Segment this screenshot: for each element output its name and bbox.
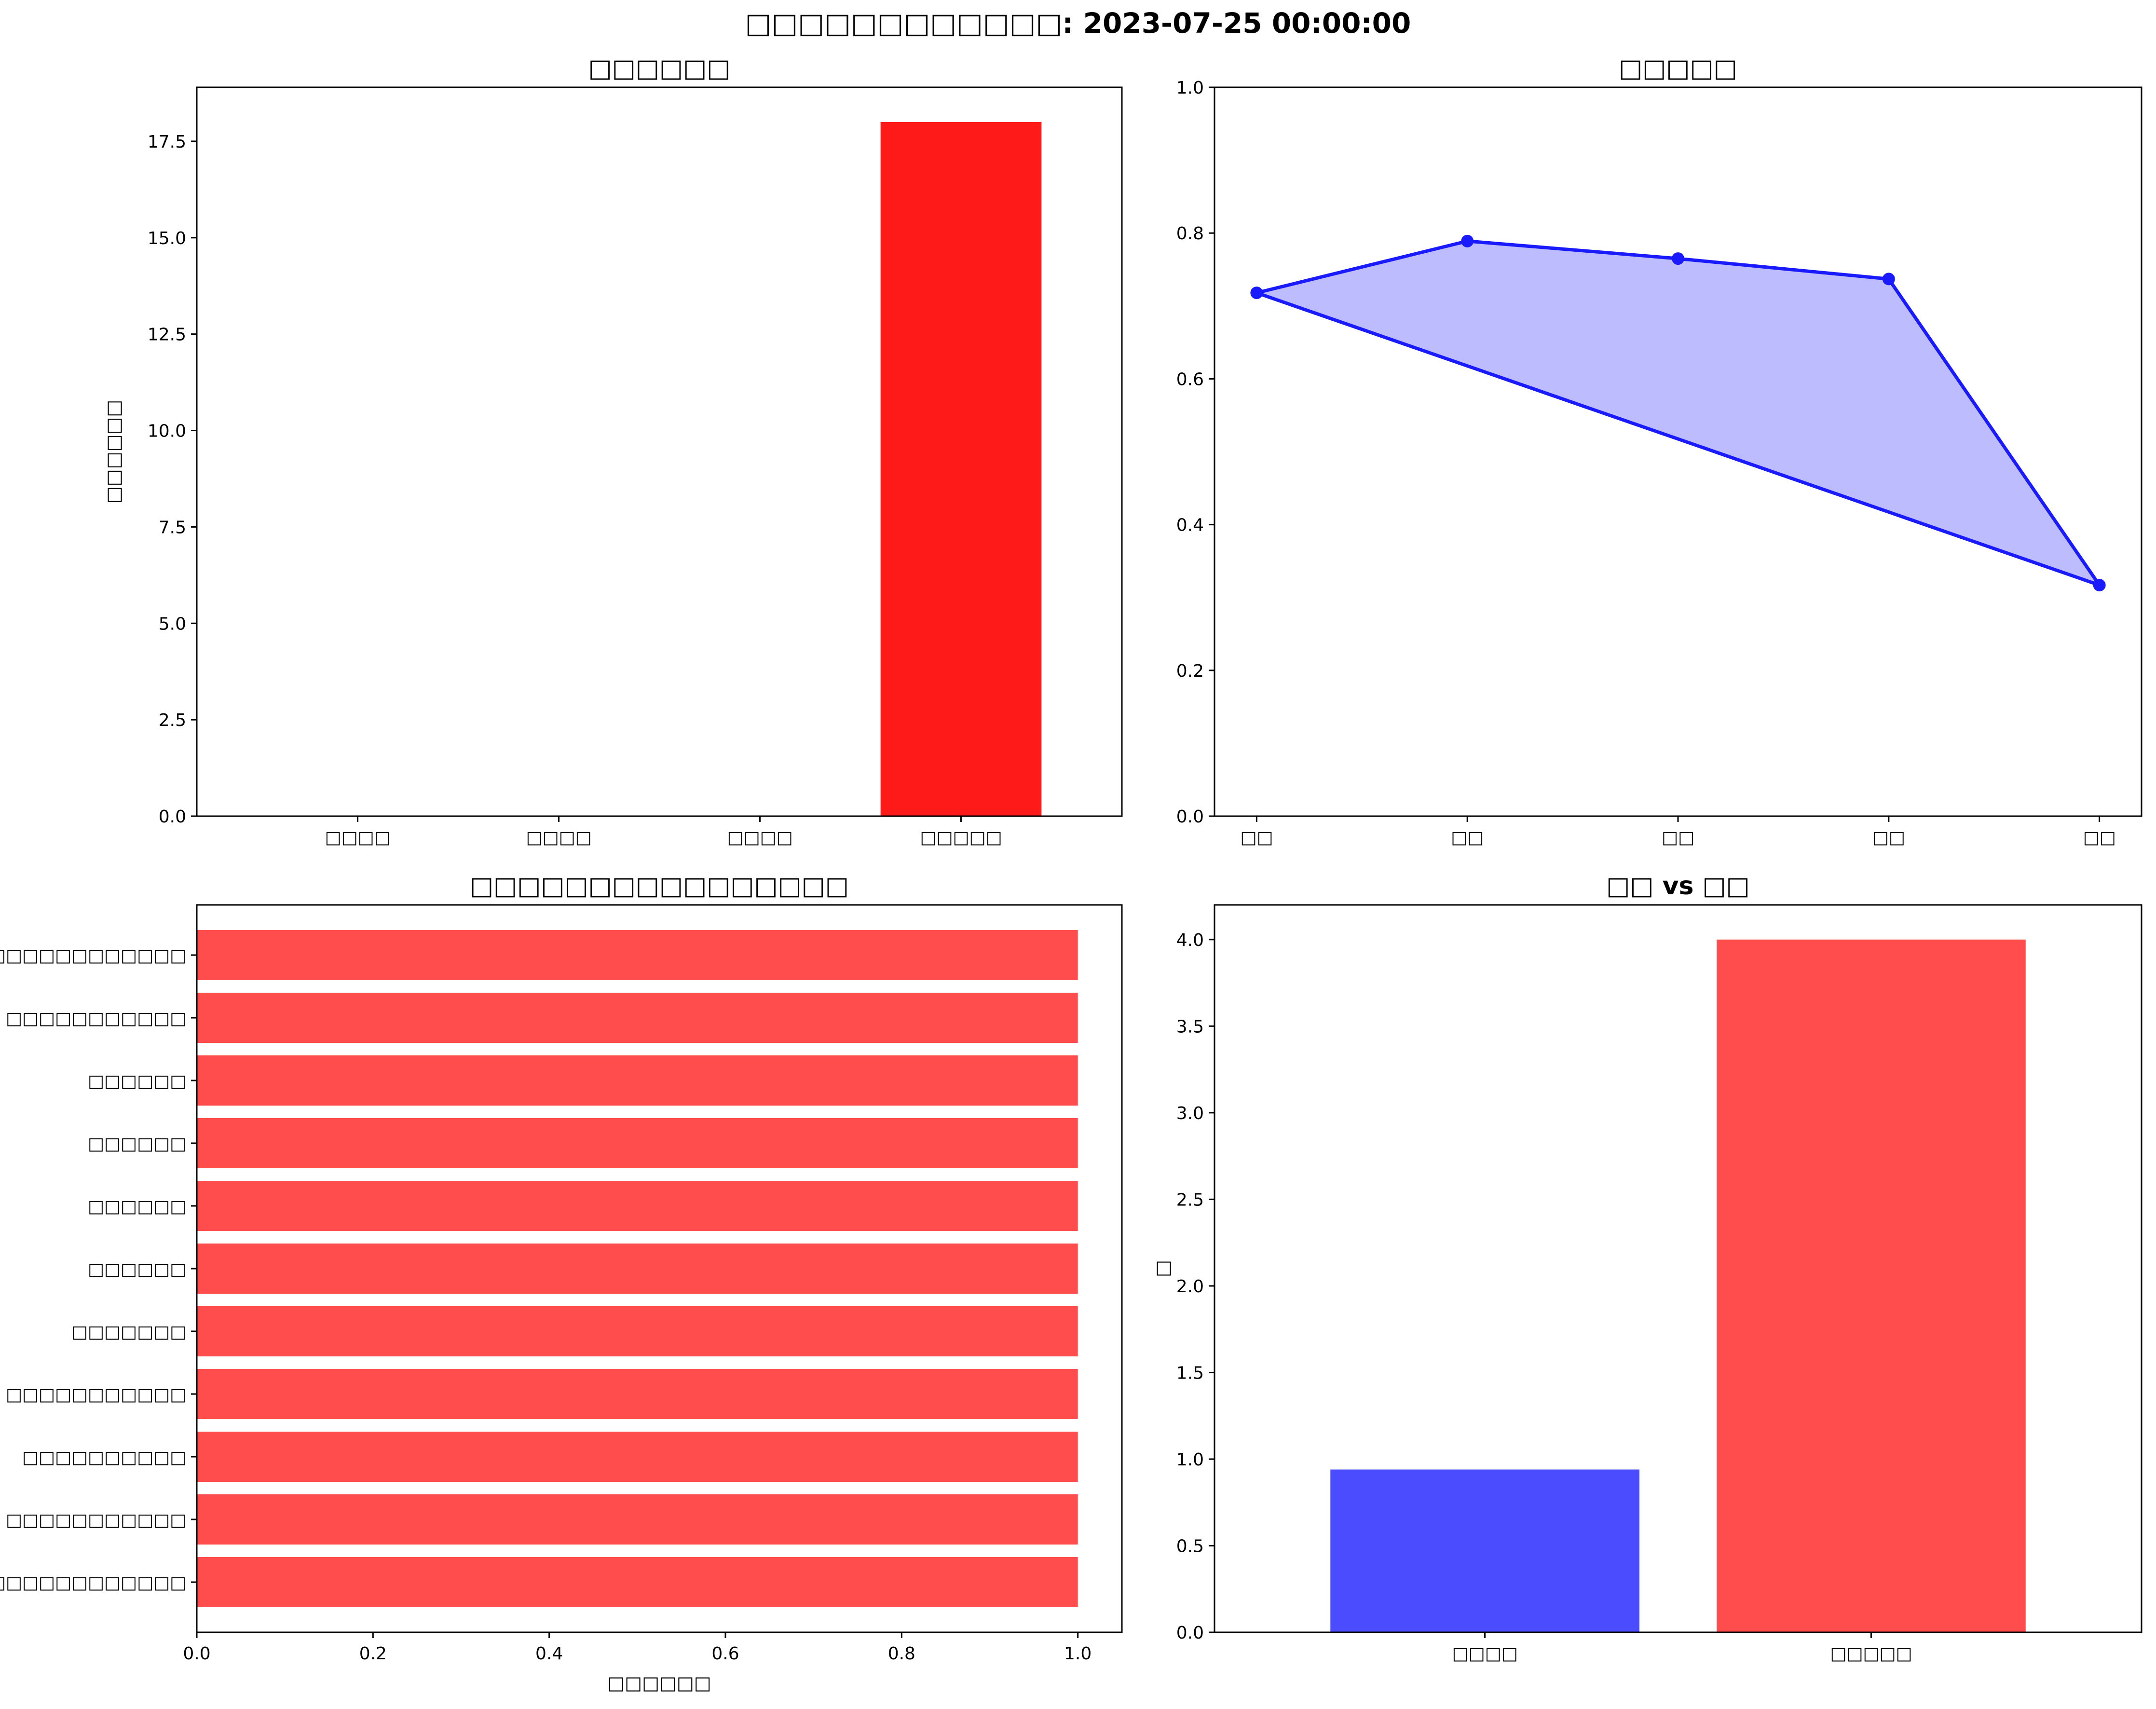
y-tick-label-3-7: 3.5: [1176, 1017, 1204, 1037]
y-tick-label-1-1: 0.2: [1176, 661, 1204, 681]
y-tick-label-3-1: 0.5: [1176, 1536, 1204, 1556]
axes-frame-0: [196, 86, 1123, 817]
hbar-2-4: [197, 1306, 1078, 1356]
area-fill-1: [1256, 241, 2100, 586]
y-tick-label-0-5: 12.5: [148, 325, 186, 345]
x-tick-label-2-4: 0.8: [888, 1644, 915, 1664]
x-tick-label-1-2: □□: [1662, 828, 1694, 848]
x-tick-label-1-0: □□: [1240, 828, 1273, 848]
data-point-1-4: [2093, 579, 2106, 592]
y-tick-label-3-4: 2.0: [1176, 1277, 1204, 1297]
y-tick-label-1-3: 0.6: [1176, 369, 1204, 389]
y-tick-label-3-0: 0.0: [1176, 1623, 1204, 1643]
y-tick-label-0-7: 17.5: [148, 132, 186, 152]
hbar-2-6: [197, 1181, 1078, 1231]
hbar-2-0: [197, 1557, 1078, 1607]
y-tick-label-1-5: 1.0: [1176, 78, 1204, 98]
y-tick-label-3-2: 1.0: [1176, 1450, 1204, 1470]
y-tick-label-2-3: □□□□□□□□□□□: [6, 1385, 186, 1405]
y-tick-label-3-6: 3.0: [1176, 1104, 1204, 1123]
x-tick-label-0-3: □□□□□: [920, 828, 1002, 848]
hbar-2-10: [197, 930, 1078, 980]
hbar-2-9: [197, 993, 1078, 1043]
y-tick-label-0-6: 15.0: [148, 229, 186, 248]
y-tick-label-0-2: 5.0: [159, 614, 186, 634]
y-tick-label-3-3: 1.5: [1176, 1363, 1204, 1383]
hbar-2-7: [197, 1118, 1078, 1168]
x-tick-label-0-2: □□□□: [727, 828, 792, 848]
x-tick-label-2-0: 0.0: [183, 1644, 210, 1664]
bar-3-1: [1717, 939, 2026, 1632]
y-tick-label-1-2: 0.4: [1176, 516, 1204, 535]
x-tick-label-1-1: □□: [1451, 828, 1484, 848]
chart-title-3: □□ vs □□: [1606, 872, 1750, 901]
y-tick-label-0-0: 0.0: [159, 807, 186, 827]
axes-frame-2: [196, 904, 1123, 1633]
figure-title: □□□□□□□□□□□□: 2023-07-25 00:00:00: [745, 7, 1411, 40]
hbar-2-8: [197, 1055, 1078, 1106]
x-tick-label-3-0: □□□□: [1452, 1644, 1518, 1664]
data-point-1-0: [1250, 287, 1263, 300]
x-tick-label-2-5: 1.0: [1064, 1644, 1092, 1664]
y-tick-label-2-5: □□□□□□: [88, 1259, 186, 1279]
x-tick-label-2-2: 0.4: [535, 1644, 563, 1664]
y-axis-label-0: □□□□□□: [103, 400, 124, 504]
y-tick-label-3-8: 4.0: [1176, 930, 1204, 950]
y-tick-label-0-3: 7.5: [159, 518, 186, 537]
bar-3-0: [1330, 1469, 1639, 1632]
x-tick-label-2-3: 0.6: [711, 1644, 739, 1664]
y-tick-label-1-0: 0.0: [1176, 807, 1204, 827]
x-tick-label-0-0: □□□□: [325, 828, 391, 848]
data-point-1-2: [1672, 252, 1684, 265]
chart-title-0: □□□□□□: [588, 54, 731, 83]
y-tick-label-1-4: 0.8: [1176, 224, 1204, 244]
bar-0-3: [880, 122, 1042, 816]
y-tick-label-0-4: 10.0: [148, 422, 186, 441]
y-tick-label-2-6: □□□□□□: [88, 1197, 186, 1217]
y-tick-label-2-10: □□□□□□□□□□□□□: [0, 946, 186, 966]
y-tick-label-3-5: 2.5: [1176, 1190, 1204, 1210]
chart-title-1: □□□□□: [1619, 54, 1737, 83]
x-tick-label-1-4: □□: [2083, 828, 2116, 848]
hbar-2-5: [197, 1244, 1078, 1294]
data-point-1-1: [1461, 234, 1474, 247]
y-axis-label-3: □: [1152, 1260, 1173, 1277]
y-tick-label-0-1: 2.5: [159, 711, 186, 730]
y-tick-label-2-1: □□□□□□□□□□□: [6, 1510, 186, 1530]
hbar-2-2: [197, 1432, 1078, 1482]
x-tick-label-2-1: 0.2: [359, 1644, 387, 1664]
data-point-1-3: [1882, 273, 1895, 286]
x-axis-label-2: □□□□□□: [607, 1672, 711, 1694]
y-tick-label-2-9: □□□□□□□□□□□: [6, 1009, 186, 1028]
hbar-2-3: [197, 1369, 1078, 1419]
chart-title-2: □□□□□□□□□□□□□□□□: [470, 872, 849, 901]
x-tick-label-1-3: □□: [1872, 828, 1905, 848]
y-tick-label-2-2: □□□□□□□□□□: [22, 1448, 186, 1467]
y-tick-label-2-0: □□□□□□□□□□□□□□: [0, 1573, 186, 1593]
y-tick-label-2-4: □□□□□□□: [71, 1322, 186, 1342]
hbar-2-1: [197, 1494, 1078, 1545]
y-tick-label-2-7: □□□□□□: [88, 1134, 186, 1154]
x-tick-label-3-1: □□□□□: [1830, 1644, 1912, 1664]
axes-frame-3: [1214, 904, 2142, 1633]
series-line-1: [1256, 239, 2101, 587]
x-tick-label-0-1: □□□□: [526, 828, 591, 848]
y-tick-label-2-8: □□□□□□: [88, 1071, 186, 1091]
